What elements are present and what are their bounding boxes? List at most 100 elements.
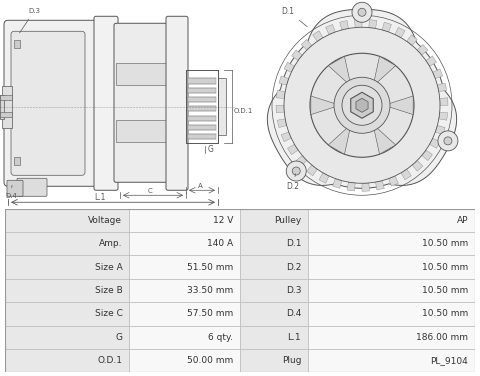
- Text: O.D.1: O.D.1: [234, 108, 253, 114]
- Circle shape: [352, 2, 372, 22]
- Bar: [0, 112, 12, 117]
- Text: D.4: D.4: [5, 185, 17, 199]
- Bar: [5, 279, 130, 302]
- Text: Plug: Plug: [282, 356, 301, 365]
- Bar: [240, 232, 308, 255]
- Polygon shape: [351, 92, 373, 118]
- Bar: [5, 255, 130, 279]
- Polygon shape: [347, 182, 355, 191]
- Polygon shape: [407, 35, 417, 45]
- Polygon shape: [284, 62, 294, 72]
- Bar: [130, 255, 240, 279]
- Bar: [308, 349, 475, 372]
- Text: O.D.1: O.D.1: [97, 356, 122, 365]
- Circle shape: [358, 8, 366, 16]
- Polygon shape: [440, 98, 448, 105]
- Bar: [130, 326, 240, 349]
- Polygon shape: [325, 24, 336, 35]
- Text: 10.50 mm: 10.50 mm: [422, 262, 468, 271]
- Text: 10.50 mm: 10.50 mm: [422, 309, 468, 318]
- Bar: [240, 209, 308, 232]
- Circle shape: [292, 167, 300, 175]
- Text: D.3: D.3: [20, 8, 40, 33]
- Bar: [130, 349, 240, 372]
- Text: PL_9104: PL_9104: [431, 356, 468, 365]
- Bar: [308, 232, 475, 255]
- Bar: [2, 86, 12, 128]
- Bar: [116, 120, 171, 142]
- FancyBboxPatch shape: [11, 31, 85, 175]
- FancyBboxPatch shape: [7, 180, 23, 196]
- Polygon shape: [401, 169, 411, 180]
- Bar: [188, 125, 216, 130]
- Polygon shape: [439, 112, 448, 120]
- Polygon shape: [276, 90, 285, 99]
- Polygon shape: [307, 165, 317, 176]
- Polygon shape: [389, 176, 398, 186]
- Text: C: C: [148, 188, 152, 194]
- Text: 50.00 mm: 50.00 mm: [187, 356, 233, 365]
- Text: Size C: Size C: [95, 309, 122, 318]
- Bar: [308, 255, 475, 279]
- Text: D.1: D.1: [286, 239, 301, 248]
- Bar: [240, 279, 308, 302]
- Bar: [308, 209, 475, 232]
- Text: D.2: D.2: [286, 174, 299, 191]
- Polygon shape: [362, 183, 370, 191]
- Bar: [308, 302, 475, 326]
- Polygon shape: [384, 96, 413, 115]
- Bar: [188, 88, 216, 93]
- Polygon shape: [369, 20, 377, 29]
- Polygon shape: [319, 173, 329, 183]
- Bar: [5, 349, 130, 372]
- Text: 12 V: 12 V: [213, 216, 233, 225]
- Polygon shape: [395, 27, 405, 38]
- Polygon shape: [301, 39, 312, 50]
- Polygon shape: [356, 98, 368, 112]
- Polygon shape: [279, 76, 288, 85]
- Polygon shape: [412, 161, 423, 171]
- Text: 186.00 mm: 186.00 mm: [416, 333, 468, 342]
- Bar: [188, 97, 216, 102]
- Text: 33.50 mm: 33.50 mm: [187, 286, 233, 295]
- Polygon shape: [333, 179, 342, 188]
- Polygon shape: [373, 56, 396, 86]
- Polygon shape: [312, 31, 323, 41]
- Bar: [308, 326, 475, 349]
- Bar: [5, 302, 130, 326]
- Bar: [240, 349, 308, 372]
- Circle shape: [284, 27, 440, 183]
- Polygon shape: [417, 44, 428, 55]
- Polygon shape: [296, 155, 307, 166]
- Text: D.1: D.1: [281, 6, 307, 27]
- Bar: [188, 134, 216, 139]
- Polygon shape: [435, 126, 445, 135]
- Bar: [188, 115, 216, 121]
- Bar: [14, 40, 20, 48]
- Text: Pulley: Pulley: [274, 216, 301, 225]
- Text: D.2: D.2: [286, 262, 301, 271]
- Circle shape: [286, 161, 306, 181]
- Text: 57.50 mm: 57.50 mm: [187, 309, 233, 318]
- Polygon shape: [276, 105, 284, 113]
- Polygon shape: [281, 132, 291, 142]
- Polygon shape: [288, 144, 298, 155]
- Polygon shape: [291, 50, 302, 61]
- Bar: [5, 232, 130, 255]
- Bar: [240, 255, 308, 279]
- Text: 51.50 mm: 51.50 mm: [187, 262, 233, 271]
- Bar: [218, 78, 226, 135]
- Text: 140 A: 140 A: [207, 239, 233, 248]
- FancyBboxPatch shape: [114, 23, 173, 182]
- Text: G: G: [115, 333, 122, 342]
- Polygon shape: [355, 19, 362, 27]
- Text: Amp.: Amp.: [99, 239, 122, 248]
- Polygon shape: [328, 56, 351, 86]
- Polygon shape: [375, 180, 384, 190]
- Bar: [240, 302, 308, 326]
- Polygon shape: [340, 21, 348, 30]
- FancyBboxPatch shape: [166, 16, 188, 190]
- Bar: [188, 106, 216, 111]
- Text: A: A: [198, 183, 203, 189]
- FancyBboxPatch shape: [17, 178, 47, 196]
